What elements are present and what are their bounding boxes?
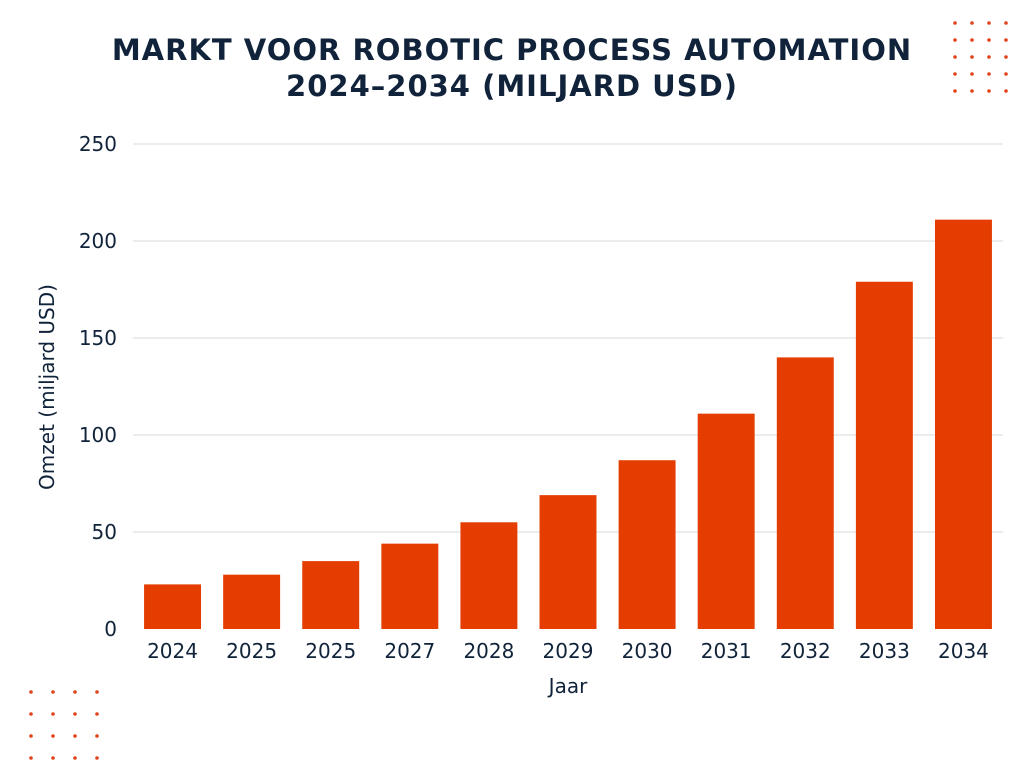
decor-dot — [51, 734, 55, 738]
decor-dot — [1004, 38, 1008, 42]
decor-dot — [953, 89, 957, 93]
y-tick-label: 150 — [79, 326, 117, 350]
chart-title-line-1: MARKT VOOR ROBOTIC PROCESS AUTOMATION — [112, 33, 912, 67]
x-axis-label: Jaar — [547, 674, 588, 698]
decor-dot — [987, 72, 991, 76]
chart-title-line-2: 2024–2034 (MILJARD USD) — [286, 69, 738, 103]
bar-6 — [618, 460, 676, 629]
decor-dot — [970, 89, 974, 93]
y-axis-ticks: 0 50 100 150 200 250 — [79, 132, 117, 641]
decor-dot — [51, 712, 55, 716]
x-tick-label: 2028 — [463, 639, 514, 663]
decor-dot — [95, 756, 99, 760]
decor-dot — [95, 734, 99, 738]
decor-dot — [95, 690, 99, 694]
bar-1 — [223, 574, 281, 629]
decor-dot — [987, 55, 991, 59]
decor-dot — [953, 72, 957, 76]
x-tick-label: 2033 — [859, 639, 910, 663]
x-tick-label: 2027 — [384, 639, 435, 663]
y-tick-label: 0 — [104, 617, 117, 641]
bar-7 — [697, 413, 755, 629]
y-tick-label: 50 — [92, 520, 117, 544]
decor-dot — [987, 38, 991, 42]
decor-dot — [970, 38, 974, 42]
x-tick-label: 2034 — [938, 639, 989, 663]
bar-9 — [855, 281, 913, 629]
y-axis-label: Omzet (miljard USD) — [35, 284, 59, 490]
decor-dot — [51, 690, 55, 694]
y-tick-label: 200 — [79, 229, 117, 253]
decor-dot — [1004, 55, 1008, 59]
x-tick-label: 2029 — [543, 639, 594, 663]
x-tick-label: 2031 — [701, 639, 752, 663]
bar-2 — [302, 561, 360, 629]
x-tick-label: 2025 — [226, 639, 277, 663]
decor-dot — [1004, 89, 1008, 93]
decor-dot — [29, 712, 33, 716]
decor-dot — [1004, 21, 1008, 25]
y-tick-label: 250 — [79, 132, 117, 156]
decorative-dots-top-right — [953, 21, 1008, 93]
bar-4 — [460, 522, 518, 629]
x-tick-label: 2025 — [305, 639, 356, 663]
decor-dot — [73, 756, 77, 760]
x-tick-label: 2024 — [147, 639, 198, 663]
decor-dot — [970, 72, 974, 76]
bar-3 — [381, 543, 439, 629]
x-tick-label: 2030 — [622, 639, 673, 663]
bar-series — [144, 219, 992, 629]
decor-dot — [73, 734, 77, 738]
x-axis-ticks: 2024 2025 2025 2027 2028 2029 2030 2031 2032 2033… — [147, 639, 989, 663]
decor-dot — [95, 712, 99, 716]
y-tick-label: 100 — [79, 423, 117, 447]
decor-dot — [953, 21, 957, 25]
decor-dot — [51, 756, 55, 760]
decor-dot — [73, 712, 77, 716]
decorative-dots-bottom-left — [29, 690, 99, 760]
bar-10 — [934, 219, 992, 629]
decor-dot — [987, 21, 991, 25]
bar-5 — [539, 495, 597, 629]
decor-dot — [29, 756, 33, 760]
decor-dot — [953, 38, 957, 42]
decor-dot — [29, 734, 33, 738]
decor-dot — [953, 55, 957, 59]
decor-dot — [970, 21, 974, 25]
decor-dot — [73, 690, 77, 694]
bar-0 — [144, 584, 202, 629]
decor-dot — [1004, 72, 1008, 76]
decor-dot — [29, 690, 33, 694]
bar-8 — [776, 357, 834, 629]
decor-dot — [970, 55, 974, 59]
decor-dot — [987, 89, 991, 93]
x-tick-label: 2032 — [780, 639, 831, 663]
